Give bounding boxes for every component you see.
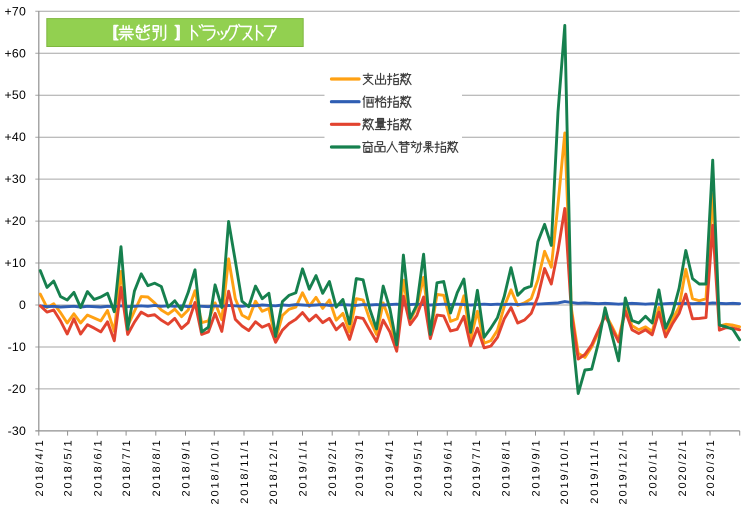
svg-text:2019/7/1: 2019/7/1 <box>471 439 483 497</box>
svg-text:+30: +30 <box>5 172 26 186</box>
svg-text:-10: -10 <box>8 340 26 354</box>
svg-text:+60: +60 <box>5 46 26 60</box>
svg-text:2019/1/1: 2019/1/1 <box>298 439 310 497</box>
svg-text:2019/9/1: 2019/9/1 <box>531 439 543 497</box>
svg-text:2019/5/1: 2019/5/1 <box>413 439 425 497</box>
svg-text:2018/10/1: 2018/10/1 <box>209 439 221 505</box>
svg-text:2020/2/1: 2020/2/1 <box>677 439 689 497</box>
svg-text:2018/12/1: 2018/12/1 <box>268 439 280 505</box>
svg-text:-20: -20 <box>8 382 26 396</box>
svg-text:2019/4/1: 2019/4/1 <box>384 439 396 497</box>
svg-text:2020/3/1: 2020/3/1 <box>705 439 717 497</box>
svg-text:2019/10/1: 2019/10/1 <box>559 439 571 505</box>
svg-text:+50: +50 <box>5 88 26 102</box>
svg-text:2019/6/1: 2019/6/1 <box>442 439 454 497</box>
svg-text:2018/6/1: 2018/6/1 <box>92 439 104 497</box>
svg-text:+70: +70 <box>5 4 26 18</box>
svg-text:2018/7/1: 2018/7/1 <box>121 439 133 497</box>
svg-text:2019/8/1: 2019/8/1 <box>501 439 513 497</box>
svg-text:2019/2/1: 2019/2/1 <box>327 439 339 497</box>
svg-text:-30: -30 <box>8 424 26 438</box>
svg-text:+40: +40 <box>5 130 26 144</box>
svg-text:2018/5/1: 2018/5/1 <box>63 439 75 497</box>
svg-text:2018/9/1: 2018/9/1 <box>181 439 193 497</box>
svg-text:2019/12/1: 2019/12/1 <box>618 439 630 505</box>
svg-text:+20: +20 <box>5 214 26 228</box>
svg-text:2019/11/1: 2019/11/1 <box>589 439 601 504</box>
svg-text:+10: +10 <box>5 256 26 270</box>
svg-text:0: 0 <box>19 298 26 312</box>
svg-text:2018/8/1: 2018/8/1 <box>151 439 163 497</box>
svg-text:2018/4/1: 2018/4/1 <box>34 439 46 497</box>
svg-text:2018/11/1: 2018/11/1 <box>239 439 251 504</box>
svg-text:2019/3/1: 2019/3/1 <box>354 439 366 497</box>
svg-text:2020/1/1: 2020/1/1 <box>647 439 659 497</box>
